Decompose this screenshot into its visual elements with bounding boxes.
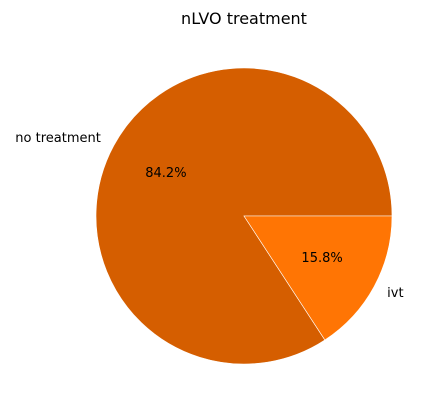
- pie-slice-ivt: [243, 215, 393, 341]
- chart-title: nLVO treatment: [181, 9, 307, 28]
- slice-percent-no-treatment: 84.2%: [145, 166, 186, 181]
- slice-percent-ivt: 15.8%: [301, 251, 342, 266]
- pie-slices: [95, 67, 393, 365]
- pie-labels: no treatment 84.2% ivt 15.8%: [15, 131, 403, 301]
- slice-label-ivt: ivt: [387, 286, 403, 301]
- slice-label-no-treatment: no treatment: [15, 131, 101, 146]
